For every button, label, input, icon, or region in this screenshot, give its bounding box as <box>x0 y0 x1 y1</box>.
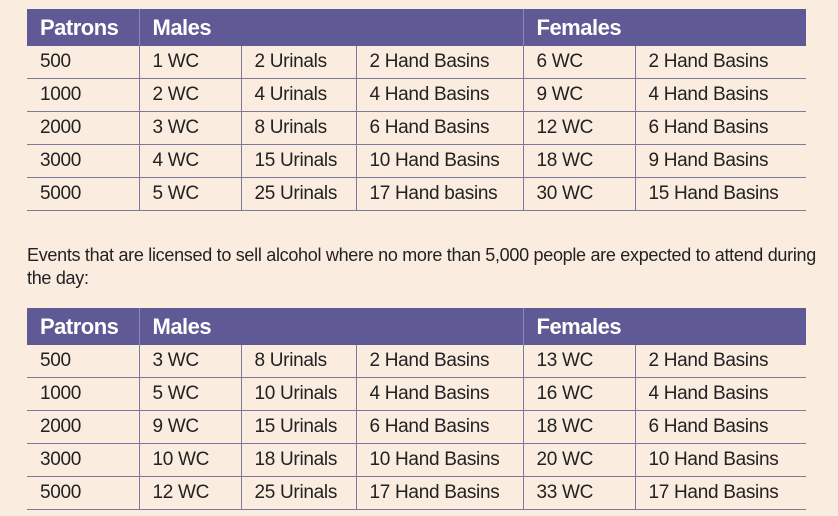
cell-male-wc: 4 WC <box>138 144 241 178</box>
cell-male-urinals: 15 Urinals <box>240 410 356 444</box>
cell-male-hand-basins: 2 Hand Basins <box>355 46 523 79</box>
table-row: 5000 5 WC 25 Urinals 17 Hand basins 30 WC 15 … <box>27 177 806 211</box>
cell-female-wc: 16 WC <box>522 377 635 411</box>
cell-male-hand-basins: 2 Hand Basins <box>355 345 523 378</box>
table-row: 500 1 WC 2 Urinals 2 Hand Basins 6 WC 2 Hand … <box>27 46 806 79</box>
header-patrons: Patrons <box>27 9 139 46</box>
cell-patrons: 2000 <box>27 410 139 444</box>
header-females: Females <box>522 9 806 46</box>
cell-female-hand-basins: 17 Hand Basins <box>634 476 806 510</box>
cell-female-hand-basins: 2 Hand Basins <box>634 46 806 79</box>
facilities-table-1: Patrons Males Females 500 1 WC 2 Urinals 2 … <box>27 9 806 211</box>
cell-female-hand-basins: 9 Hand Basins <box>634 144 806 178</box>
cell-female-wc: 6 WC <box>522 46 635 79</box>
cell-patrons: 5000 <box>27 476 139 510</box>
header-males: Males <box>138 9 523 46</box>
table-row: 3000 10 WC 18 Urinals 10 Hand Basins 20 WC 10… <box>27 443 806 477</box>
cell-male-hand-basins: 6 Hand Basins <box>355 111 523 145</box>
cell-male-urinals: 25 Urinals <box>240 177 356 211</box>
cell-male-urinals: 4 Urinals <box>240 78 356 112</box>
cell-female-wc: 18 WC <box>522 410 635 444</box>
cell-female-hand-basins: 2 Hand Basins <box>634 345 806 378</box>
table-row: 1000 2 WC 4 Urinals 4 Hand Basins 9 WC 4 Hand… <box>27 78 806 112</box>
cell-patrons: 500 <box>27 46 139 79</box>
cell-male-urinals: 8 Urinals <box>240 345 356 378</box>
table-row: 500 3 WC 8 Urinals 2 Hand Basins 13 WC 2 Hand… <box>27 345 806 378</box>
cell-female-hand-basins: 10 Hand Basins <box>634 443 806 477</box>
cell-male-wc: 5 WC <box>138 377 241 411</box>
cell-female-hand-basins: 4 Hand Basins <box>634 78 806 112</box>
cell-female-wc: 13 WC <box>522 345 635 378</box>
cell-male-urinals: 18 Urinals <box>240 443 356 477</box>
cell-female-wc: 12 WC <box>522 111 635 145</box>
cell-male-hand-basins: 17 Hand basins <box>355 177 523 211</box>
header-females: Females <box>522 308 806 345</box>
cell-male-urinals: 25 Urinals <box>240 476 356 510</box>
cell-female-wc: 20 WC <box>522 443 635 477</box>
cell-male-hand-basins: 10 Hand Basins <box>355 443 523 477</box>
cell-female-wc: 9 WC <box>522 78 635 112</box>
cell-male-wc: 9 WC <box>138 410 241 444</box>
cell-patrons: 3000 <box>27 144 139 178</box>
cell-patrons: 1000 <box>27 78 139 112</box>
facilities-table-2: Patrons Males Females 500 3 WC 8 Urinals 2 … <box>27 308 806 510</box>
cell-male-wc: 3 WC <box>138 345 241 378</box>
cell-male-wc: 2 WC <box>138 78 241 112</box>
cell-patrons: 500 <box>27 345 139 378</box>
cell-female-wc: 33 WC <box>522 476 635 510</box>
cell-male-wc: 3 WC <box>138 111 241 145</box>
cell-male-wc: 1 WC <box>138 46 241 79</box>
cell-female-hand-basins: 4 Hand Basins <box>634 377 806 411</box>
cell-patrons: 3000 <box>27 443 139 477</box>
cell-patrons: 2000 <box>27 111 139 145</box>
cell-patrons: 1000 <box>27 377 139 411</box>
cell-male-urinals: 2 Urinals <box>240 46 356 79</box>
cell-female-hand-basins: 6 Hand Basins <box>634 410 806 444</box>
cell-male-hand-basins: 6 Hand Basins <box>355 410 523 444</box>
cell-male-hand-basins: 4 Hand Basins <box>355 377 523 411</box>
header-males: Males <box>138 308 523 345</box>
table-row: 5000 12 WC 25 Urinals 17 Hand Basins 33 WC 17… <box>27 476 806 510</box>
cell-male-hand-basins: 4 Hand Basins <box>355 78 523 112</box>
cell-female-wc: 18 WC <box>522 144 635 178</box>
cell-male-hand-basins: 17 Hand Basins <box>355 476 523 510</box>
table-row: 1000 5 WC 10 Urinals 4 Hand Basins 16 WC 4 Ha… <box>27 377 806 411</box>
cell-female-hand-basins: 6 Hand Basins <box>634 111 806 145</box>
cell-male-hand-basins: 10 Hand Basins <box>355 144 523 178</box>
cell-female-wc: 30 WC <box>522 177 635 211</box>
table-header: Patrons Males Females <box>27 308 806 345</box>
cell-male-urinals: 10 Urinals <box>240 377 356 411</box>
cell-female-hand-basins: 15 Hand Basins <box>634 177 806 211</box>
cell-male-wc: 12 WC <box>138 476 241 510</box>
description-text: Events that are licensed to sell alcohol… <box>27 245 816 288</box>
table-row: 2000 3 WC 8 Urinals 6 Hand Basins 12 WC 6 Han… <box>27 111 806 145</box>
cell-male-wc: 5 WC <box>138 177 241 211</box>
cell-male-wc: 10 WC <box>138 443 241 477</box>
cell-male-urinals: 8 Urinals <box>240 111 356 145</box>
cell-patrons: 5000 <box>27 177 139 211</box>
cell-male-urinals: 15 Urinals <box>240 144 356 178</box>
table-row: 3000 4 WC 15 Urinals 10 Hand Basins 18 WC 9 H… <box>27 144 806 178</box>
table-header: Patrons Males Females <box>27 9 806 46</box>
header-patrons: Patrons <box>27 308 139 345</box>
table-row: 2000 9 WC 15 Urinals 6 Hand Basins 18 WC 6 Ha… <box>27 410 806 444</box>
